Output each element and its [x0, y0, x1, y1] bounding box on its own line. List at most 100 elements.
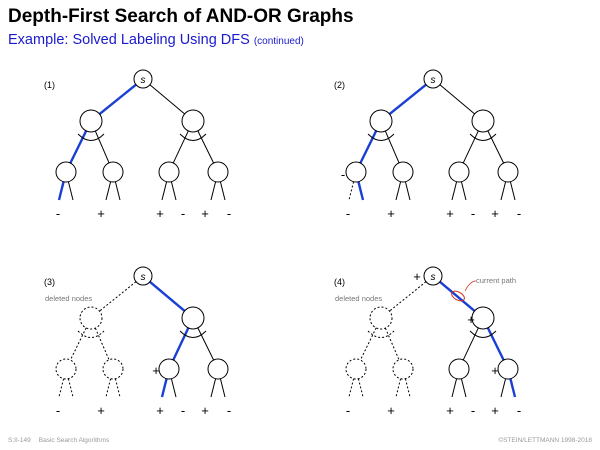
tree-node-r1 — [448, 161, 470, 183]
subtitle-text: Example: Solved Labeling Using DFS — [8, 32, 250, 48]
leaf-label: - — [227, 206, 231, 221]
current-path-note: current path — [476, 276, 516, 285]
leaf-edge — [500, 181, 507, 201]
tree-edge-l-l1 — [69, 130, 88, 164]
panel-2: (2) s - - + + - + - — [334, 69, 521, 221]
tree-edge-l-l1 — [359, 327, 377, 361]
tree-edge-s-r — [439, 84, 475, 115]
leaf-edge — [210, 378, 217, 398]
subtitle-note: (continued) — [253, 36, 304, 47]
panel-label: (1) — [44, 80, 55, 90]
and-arc — [469, 133, 497, 141]
deleted-nodes-note: deleted nodes — [335, 294, 382, 303]
leaf-label: + — [97, 206, 105, 221]
node-mark-r1: + — [152, 363, 160, 378]
leaf-label: - — [471, 206, 475, 221]
panel-1: (1) s - + + - + - — [44, 69, 231, 221]
leaf-edge — [114, 378, 121, 398]
tree-edge-s-l — [389, 281, 427, 312]
leaf-label: - — [517, 403, 521, 418]
leaf-edge — [509, 181, 516, 201]
tree-node-l2 — [392, 358, 414, 380]
tree-edge-r-r2 — [197, 130, 215, 164]
tree-edge-s-r — [149, 84, 185, 115]
leaf-edge — [105, 181, 112, 201]
leaf-edge — [170, 181, 177, 201]
panel-4: (4) s + + + - + + - + - deleted nodes current path — [334, 266, 521, 418]
tree-edge-l-l2 — [384, 130, 400, 164]
panel-3: (3) s + - + + - + - deleted nodes — [44, 266, 231, 418]
tree-edge-s-l — [99, 281, 137, 312]
leaf-edge — [404, 378, 411, 398]
footer-course: Basic Search Algorithms — [38, 437, 110, 444]
tree-node-r — [471, 306, 495, 330]
tree-node-r — [181, 109, 205, 133]
tree-edge-r-r1 — [172, 327, 190, 361]
tree-node-r2 — [497, 161, 519, 183]
root-node — [423, 69, 443, 89]
leaf-edge — [219, 181, 226, 201]
panel-label: (2) — [334, 80, 345, 90]
tree-node-l1 — [345, 358, 367, 380]
leaf-edge — [500, 378, 507, 398]
current-path-pointer — [464, 280, 477, 292]
leaf-label: + — [446, 206, 454, 221]
tree-node-l — [369, 306, 393, 330]
leaf-edge — [357, 378, 364, 398]
root-node — [133, 69, 153, 89]
node-mark-r: + — [467, 312, 475, 327]
tree-node-l — [79, 109, 103, 133]
deleted-nodes-note: deleted nodes — [45, 294, 92, 303]
root-node — [133, 266, 153, 286]
current-path-marker — [451, 290, 465, 302]
leaf-label: + — [156, 206, 164, 221]
tree-edge-r-r1 — [462, 130, 479, 164]
tree-node-r2 — [207, 358, 229, 380]
leaf-edge — [357, 181, 365, 201]
leaf-edge — [395, 378, 402, 398]
leaf-edge — [451, 181, 458, 201]
tree-edge-l-l2 — [94, 130, 110, 164]
tree-node-l — [79, 306, 103, 330]
leaf-edge — [460, 181, 467, 201]
leaf-edge — [348, 378, 355, 398]
and-arc — [367, 133, 395, 141]
node-mark-l1: - — [341, 167, 345, 182]
tree-node-l2 — [102, 161, 124, 183]
and-arc — [469, 330, 497, 338]
root-node — [423, 266, 443, 286]
panel-label: (4) — [334, 277, 345, 287]
leaf-label: + — [156, 403, 164, 418]
tree-edge-l-l1 — [359, 130, 378, 164]
node-mark-r2: + — [491, 363, 499, 378]
tree-edge-r-r2 — [486, 327, 505, 361]
footer-left: S:II-149 Basic Search Algorithms — [8, 437, 117, 444]
slide-title: Depth-First Search of AND-OR Graphs — [8, 6, 354, 27]
leaf-edge — [460, 378, 467, 398]
leaf-edge — [161, 181, 168, 201]
footer-slide-id: S:II-149 — [8, 437, 31, 444]
leaf-label: + — [446, 403, 454, 418]
tree-node-l — [369, 109, 393, 133]
tree-edge-r-r1 — [172, 130, 189, 164]
leaf-label: - — [56, 206, 60, 221]
leaf-edge — [160, 378, 168, 398]
slide-subtitle: Example: Solved Labeling Using DFS (cont… — [8, 32, 304, 48]
leaf-label: - — [56, 403, 60, 418]
tree-node-l1 — [55, 358, 77, 380]
tree-node-r1 — [158, 358, 180, 380]
leaf-label: + — [387, 206, 395, 221]
leaf-label: - — [181, 403, 185, 418]
tree-edge-s-l — [98, 83, 137, 116]
leaf-label: - — [227, 403, 231, 418]
tree-node-l1 — [345, 161, 367, 183]
root-node-label: s — [431, 272, 436, 283]
tree-node-r1 — [448, 358, 470, 380]
leaf-label: + — [491, 206, 499, 221]
tree-node-l2 — [102, 358, 124, 380]
leaf-edge — [114, 181, 121, 201]
leaf-label: + — [491, 403, 499, 418]
tree-edge-r-r2 — [487, 130, 505, 164]
leaf-label: + — [387, 403, 395, 418]
tree-edge-s-l — [388, 83, 427, 116]
